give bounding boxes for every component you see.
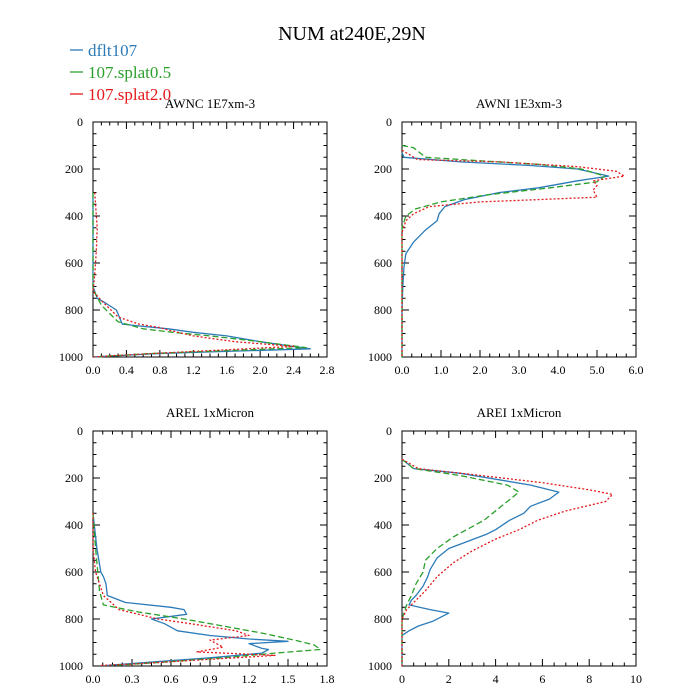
y-tick-label-3-4: 800	[374, 612, 392, 626]
y-tick-label-3-0: 0	[386, 424, 392, 438]
x-tick-label-1-4: 4.0	[551, 363, 566, 377]
x-tick-label-0-5: 2.0	[253, 363, 268, 377]
y-tick-label-1-0: 0	[386, 115, 392, 129]
series-line-2-2	[92, 513, 276, 667]
panels: AWNC 1E7xm-30.0 0.4 0.8 1.2 1.6 2.0 2.4 2.80200…	[59, 96, 644, 686]
y-tick-label-2-2: 400	[65, 518, 83, 532]
y-tick-label-1-5: 1000	[368, 350, 392, 364]
legend-label-1: 107.splat0.5	[88, 63, 171, 82]
y-tick-label-2-4: 800	[65, 612, 83, 626]
panel-title-2: AREL 1xMicron	[166, 405, 254, 420]
panel-title-3: AREI 1xMicron	[477, 405, 562, 420]
plot-frame-2	[92, 430, 328, 667]
series-line-3-1	[401, 458, 520, 666]
x-tick-label-0-1: 0.4	[119, 363, 134, 377]
y-tick-label-2-1: 200	[65, 471, 83, 485]
y-tick-label-3-3: 600	[374, 565, 392, 579]
x-tick-label-3-4: 8	[586, 672, 592, 686]
series-line-0-2	[92, 192, 295, 358]
y-tick-label-1-2: 400	[374, 209, 392, 223]
series-line-1-0	[401, 152, 610, 357]
x-tick-label-2-6: 1.8	[320, 672, 335, 686]
x-tick-label-1-2: 2.0	[473, 363, 488, 377]
series-line-3-0	[401, 458, 560, 666]
series-line-0-1	[92, 192, 307, 358]
series-line-1-1	[401, 144, 606, 357]
y-tick-label-1-3: 600	[374, 256, 392, 270]
y-tick-label-3-2: 400	[374, 518, 392, 532]
x-tick-label-0-7: 2.8	[320, 363, 335, 377]
y-tick-label-3-1: 200	[374, 471, 392, 485]
x-tick-label-1-0: 0.0	[395, 363, 410, 377]
y-tick-label-0-3: 600	[65, 256, 83, 270]
series-line-1-2	[401, 149, 625, 357]
x-tick-label-1-3: 3.0	[512, 363, 527, 377]
panel-1: AWNI 1E3xm-3 0.0 1.0 2.0 3.0 4.0 5.0 6.0 0 200 400…	[368, 96, 644, 377]
x-tick-label-2-2: 0.6	[164, 672, 179, 686]
y-tick-label-2-5: 1000	[59, 659, 83, 673]
y-tick-label-0-1: 200	[65, 162, 83, 176]
y-tick-label-0-5: 1000	[59, 350, 83, 364]
y-tick-label-1-4: 800	[374, 303, 392, 317]
x-tick-label-0-4: 1.6	[219, 363, 234, 377]
x-tick-label-3-2: 4	[493, 672, 499, 686]
x-tick-label-2-0: 0.0	[86, 672, 101, 686]
y-tick-label-3-5: 1000	[368, 659, 392, 673]
y-tick-label-1-1: 200	[374, 162, 392, 176]
panel-2: AREL 1xMicron 0.0 0.3 0.6 0.9 1.2 1.5 1.8 0 200 40…	[59, 405, 335, 686]
panel-3: AREI 1xMicron 0 2 4 6 8 10 0 200 400 600 800 1000	[368, 405, 642, 686]
x-tick-label-3-3: 6	[539, 672, 545, 686]
y-tick-label-0-2: 400	[65, 209, 83, 223]
panel-title-0: AWNC 1E7xm-3	[165, 96, 255, 111]
y-tick-label-0-0: 0	[77, 115, 83, 129]
y-tick-label-2-0: 0	[77, 424, 83, 438]
figure-title: NUM at240E,29N	[278, 23, 426, 45]
x-tick-label-0-3: 1.2	[186, 363, 201, 377]
x-tick-label-1-6: 6.0	[629, 363, 644, 377]
x-tick-label-2-1: 0.3	[125, 672, 140, 686]
legend: dflt107 107.splat0.5 107.splat2.0	[70, 41, 171, 104]
plot-frame-0	[92, 121, 328, 358]
plot-frame-1	[401, 121, 637, 358]
series-line-0-0	[92, 192, 311, 358]
x-tick-label-2-3: 0.9	[203, 672, 218, 686]
panel-title-1: AWNI 1E3xm-3	[476, 96, 562, 111]
x-tick-label-2-4: 1.2	[242, 672, 257, 686]
x-tick-label-1-5: 5.0	[590, 363, 605, 377]
x-tick-label-3-0: 0	[399, 672, 405, 686]
y-tick-label-2-3: 600	[65, 565, 83, 579]
legend-label-2: 107.splat2.0	[88, 85, 171, 104]
y-tick-label-0-4: 800	[65, 303, 83, 317]
series-line-3-2	[401, 458, 614, 666]
x-tick-label-2-5: 1.5	[281, 672, 296, 686]
x-tick-label-0-2: 0.8	[152, 363, 167, 377]
x-tick-label-3-5: 10	[630, 672, 642, 686]
x-tick-label-0-0: 0.0	[86, 363, 101, 377]
series-line-2-0	[92, 513, 289, 667]
legend-label-0: dflt107	[88, 41, 138, 60]
series-line-2-1	[92, 513, 322, 667]
x-tick-label-0-6: 2.4	[286, 363, 301, 377]
plot-frame-3	[401, 430, 637, 667]
x-tick-label-1-1: 1.0	[434, 363, 449, 377]
panel-0: AWNC 1E7xm-3 0.0 0.4 0.8 1.2 1.6 2.0 2.4 2.8 0 200…	[59, 96, 335, 377]
x-tick-label-3-1: 2	[446, 672, 452, 686]
